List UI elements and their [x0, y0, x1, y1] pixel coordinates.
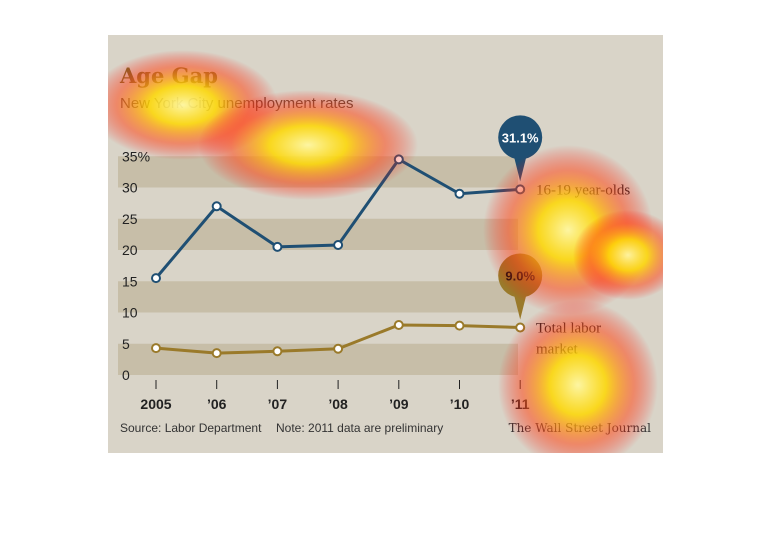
- chart-subtitle: New York City unemployment rates: [120, 95, 354, 112]
- y-tick-label: 35%: [122, 148, 150, 164]
- x-tick-label: ’10: [450, 396, 470, 412]
- data-point: [333, 343, 344, 354]
- data-point: [515, 322, 526, 333]
- data-point: [211, 348, 222, 359]
- data-point: [515, 184, 526, 195]
- data-point: [211, 201, 222, 212]
- y-tick-label: 20: [122, 242, 138, 258]
- x-tick-label: ’08: [328, 396, 348, 412]
- x-tick-label: ’06: [207, 396, 227, 412]
- data-point: [393, 320, 404, 330]
- data-point: [151, 273, 161, 284]
- grid-band: [118, 281, 518, 313]
- grid-band: [118, 156, 518, 188]
- data-point: [454, 320, 465, 331]
- y-tick-label: 5: [122, 336, 130, 352]
- publisher-credit: The Wall Street Journal: [508, 421, 651, 435]
- y-tick-label: 0: [122, 367, 130, 383]
- y-tick-label: 25: [122, 211, 138, 227]
- chart-card: 35% 30 25 20 15 10 5 0 2005 ’06 ’07 ’08 ’09 ’10 ’11 31.…: [108, 35, 663, 453]
- series-label: market: [536, 342, 578, 358]
- x-tick-label: ’07: [268, 396, 288, 412]
- x-tick-label: ’11: [511, 396, 530, 412]
- x-tick-label: ’09: [389, 396, 409, 412]
- x-tick-label: 2005: [140, 396, 171, 412]
- chart-title: Age Gap: [120, 63, 218, 88]
- data-point: [272, 241, 283, 252]
- source-note: Source: Labor Department: [120, 421, 262, 435]
- series-label: Total labor: [536, 321, 601, 337]
- data-point: [454, 188, 465, 199]
- callout-value: 9.0%: [505, 269, 535, 284]
- data-point: [333, 240, 344, 250]
- y-tick-label: 30: [122, 180, 138, 196]
- callout-value: 31.1%: [502, 130, 539, 145]
- y-tick-label: 15: [122, 273, 138, 289]
- data-point: [272, 346, 283, 357]
- series-label: 16-19 year-olds: [536, 182, 630, 198]
- data-point: [393, 154, 404, 165]
- preliminary-note: Note: 2011 data are preliminary: [276, 421, 444, 435]
- data-point: [151, 343, 161, 354]
- y-tick-label: 10: [122, 305, 138, 321]
